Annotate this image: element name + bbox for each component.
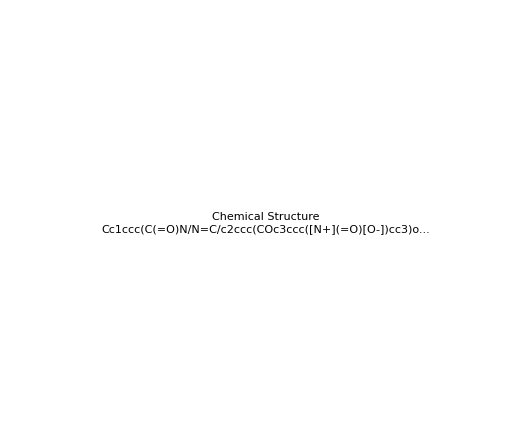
Text: Chemical Structure
Cc1ccc(C(=O)N/N=C/c2ccc(COc3ccc([N+](=O)[O-])cc3)o...: Chemical Structure Cc1ccc(C(=O)N/N=C/c2c… <box>101 212 430 234</box>
